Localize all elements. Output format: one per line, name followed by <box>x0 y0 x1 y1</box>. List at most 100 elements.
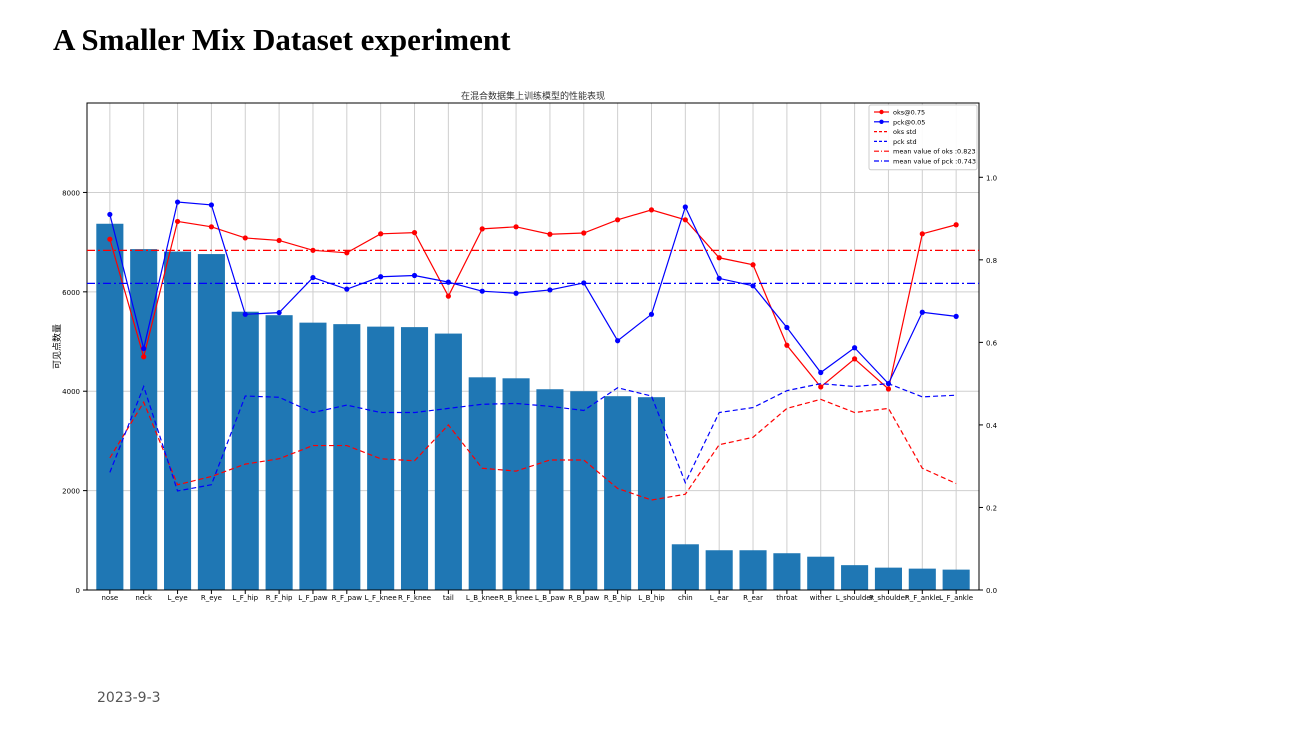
y2-tick-label: 0.4 <box>986 422 998 430</box>
x-tick-label-chin: chin <box>678 594 693 602</box>
legend-box <box>868 104 978 171</box>
y2-tick-label: 1.0 <box>986 174 997 182</box>
x-tick-label-R_B_paw: R_B_paw <box>568 594 599 602</box>
x-tick-label-R_ear: R_ear <box>743 594 763 602</box>
x-tick-label-R_B_hip: R_B_hip <box>604 594 632 602</box>
series-point-pck-0-05 <box>682 204 688 210</box>
series-point-pck-0-05 <box>953 313 959 319</box>
series-point-pck-0-05 <box>750 283 756 289</box>
x-tick-label-R_F_paw: R_F_paw <box>332 594 363 602</box>
x-tick-label-R_B_knee: R_B_knee <box>499 594 533 602</box>
y-axis-label: 可见点数量 <box>51 324 63 369</box>
bar-tail <box>434 333 462 590</box>
bar-L_F_knee <box>367 326 395 590</box>
series-point-oks-0-75 <box>445 293 451 299</box>
series-point-oks-0-75 <box>547 231 553 237</box>
series-point-pck-0-05 <box>615 338 621 344</box>
y-tick-label: 6000 <box>62 289 80 297</box>
legend-marker <box>879 119 884 125</box>
series-point-pck-0-05 <box>107 211 113 218</box>
y-tick-label: 4000 <box>62 388 80 396</box>
series-point-oks-0-75 <box>479 226 485 232</box>
bar-L_ear <box>705 550 733 590</box>
x-tick-label-L_shoulder: L_shoulder <box>836 594 874 602</box>
series-point-oks-0-75 <box>581 230 587 236</box>
series-line-oks-std <box>109 398 957 501</box>
plot-frame <box>86 102 980 591</box>
series-point-oks-0-75 <box>716 255 722 261</box>
x-tick-label-L_F_hip: L_F_hip <box>232 594 258 602</box>
series-point-pck-0-05 <box>919 309 925 315</box>
bar-L_F_hip <box>231 311 259 590</box>
y2-tick-label: 0.0 <box>986 587 997 595</box>
bar-R_ear <box>739 550 767 590</box>
bar-R_B_hip <box>604 396 632 590</box>
x-tick-label-R_F_knee: R_F_knee <box>398 594 431 602</box>
x-tick-label-wither: wither <box>810 594 832 602</box>
x-tick-label-nose: nose <box>102 594 119 602</box>
legend-label: pck@0.05 <box>893 118 925 126</box>
series-line-pck-std <box>109 383 957 492</box>
bar-R_F_ankle <box>908 568 936 590</box>
x-tick-label-L_ear: L_ear <box>710 594 729 602</box>
series-point-pck-0-05 <box>547 287 553 293</box>
x-tick-label-tail: tail <box>443 594 454 602</box>
series-point-pck-0-05 <box>174 199 181 205</box>
legend-label: mean value of oks :0.823 <box>893 148 976 156</box>
series-point-pck-0-05 <box>784 324 790 331</box>
series-point-oks-0-75 <box>818 384 824 390</box>
bar-L_shoulder <box>841 565 869 590</box>
series-point-oks-0-75 <box>174 218 181 225</box>
series-point-oks-0-75 <box>411 229 418 236</box>
y2-tick-label: 0.2 <box>986 504 997 512</box>
x-tick-label-R_F_hip: R_F_hip <box>266 594 293 602</box>
bar-R_B_paw <box>570 391 598 590</box>
series-point-pck-0-05 <box>716 275 722 282</box>
series-point-oks-0-75 <box>885 386 892 392</box>
series-point-oks-0-75 <box>276 237 282 244</box>
series-line-oks-0-75 <box>109 209 957 391</box>
x-tick-label-L_B_hip: L_B_hip <box>638 594 665 602</box>
series-point-oks-0-75 <box>242 235 248 241</box>
series-point-pck-0-05 <box>276 310 282 316</box>
series-point-oks-0-75 <box>648 207 655 213</box>
bar-throat <box>773 553 801 590</box>
x-tick-label-throat: throat <box>776 594 797 602</box>
series-point-oks-0-75 <box>107 236 113 242</box>
series-point-pck-0-05 <box>208 202 215 208</box>
x-tick-label-neck: neck <box>135 594 153 602</box>
series-point-oks-0-75 <box>513 224 519 230</box>
chart-title: 在混合数据集上训练模型的性能表现 <box>461 90 605 102</box>
legend-label: pck std <box>893 138 917 146</box>
y2-tick-label: 0.6 <box>986 339 998 347</box>
bar-L_F_paw <box>299 322 327 590</box>
series-point-pck-0-05 <box>378 274 384 280</box>
series-point-oks-0-75 <box>784 342 790 348</box>
series-point-pck-0-05 <box>648 311 655 317</box>
legend-label: oks std <box>893 128 916 136</box>
series-point-oks-0-75 <box>851 356 858 362</box>
bar-R_eye <box>197 254 225 590</box>
bar-nose <box>96 223 124 591</box>
series-line-pck-0-05 <box>109 201 957 385</box>
bar-R_F_hip <box>265 315 293 590</box>
bar-wither <box>807 556 835 590</box>
post-date: 2023-9-3 <box>97 690 161 706</box>
series-point-oks-0-75 <box>615 217 621 223</box>
x-tick-label-L_F_paw: L_F_paw <box>298 594 328 602</box>
series-point-oks-0-75 <box>378 231 384 237</box>
bar-L_B_paw <box>536 389 564 590</box>
series-point-pck-0-05 <box>851 345 858 351</box>
legend-label: oks@0.75 <box>893 109 925 117</box>
x-tick-label-L_F_knee: L_F_knee <box>365 594 397 602</box>
page-title: A Smaller Mix Dataset experiment <box>53 22 511 57</box>
series-point-oks-0-75 <box>344 250 350 256</box>
bar-R_F_paw <box>333 324 361 590</box>
x-tick-label-R_shoulder: R_shoulder <box>869 594 908 602</box>
series-point-pck-0-05 <box>411 272 418 279</box>
legend-label: mean value of pck :0.743 <box>893 158 976 166</box>
bar-R_shoulder <box>874 567 902 590</box>
series-point-oks-0-75 <box>208 224 215 230</box>
series-point-pck-0-05 <box>513 290 519 296</box>
